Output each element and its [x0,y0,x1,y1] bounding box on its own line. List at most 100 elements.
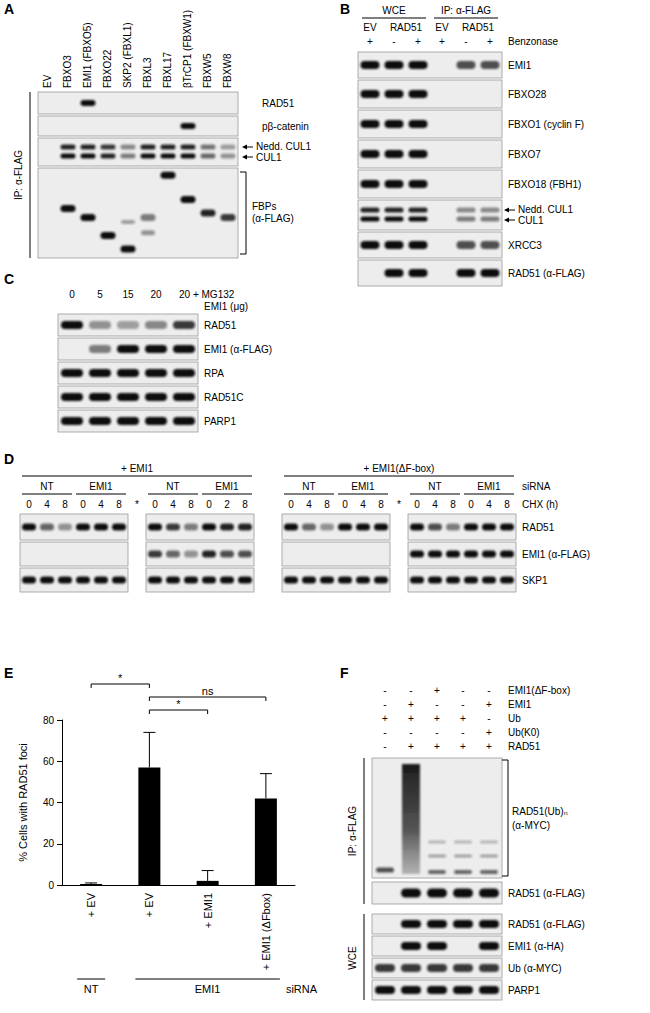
svg-text:8: 8 [242,499,248,510]
svg-text:0: 0 [342,499,348,510]
svg-text:(α-MYC): (α-MYC) [512,820,550,831]
svg-text:βTrCP1 (FBXW1): βTrCP1 (FBXW1) [182,10,193,88]
svg-text:60: 60 [43,756,55,767]
svg-text:FBXW5: FBXW5 [202,53,213,88]
svg-text:EMI1: EMI1 [477,481,501,492]
svg-text:NT: NT [84,983,99,995]
svg-text:0: 0 [206,499,212,510]
svg-text:CUL1: CUL1 [518,215,544,226]
svg-text:0: 0 [48,880,54,891]
svg-text:EMI1 (μg): EMI1 (μg) [204,301,248,312]
svg-text:EMI1: EMI1 [351,481,375,492]
svg-text:-: - [461,727,464,738]
svg-text:EV: EV [435,22,449,33]
svg-text:+ EMI1 (ΔFbox): + EMI1 (ΔFbox) [260,893,272,970]
svg-text:SKP1: SKP1 [522,575,548,586]
svg-text:+: + [382,713,388,724]
svg-text:-: - [392,36,395,47]
svg-text:+: + [486,727,492,738]
svg-text:% Cells with RAD51 foci: % Cells with RAD51 foci [17,743,29,862]
svg-text:-: - [435,699,438,710]
svg-text:+: + [434,741,440,752]
svg-text:+: + [460,713,466,724]
svg-text:+: + [408,713,414,724]
svg-text:EMI1: EMI1 [89,481,113,492]
svg-text:+ EMI1: + EMI1 [202,893,214,928]
svg-text:siRNA: siRNA [522,481,551,492]
svg-text:-: - [461,699,464,710]
svg-text:EMI1: EMI1 [195,983,221,995]
svg-text:-: - [383,685,386,696]
svg-text:8: 8 [324,499,330,510]
svg-text:FBXL3: FBXL3 [142,57,153,88]
svg-text:-: - [409,727,412,738]
svg-text:+: + [439,36,445,47]
svg-text:+ EMI1(ΔF-box): + EMI1(ΔF-box) [364,463,435,474]
svg-text:E: E [4,665,13,681]
svg-text:FBXO1 (cyclin F): FBXO1 (cyclin F) [508,119,584,130]
svg-text:*: * [118,672,123,684]
svg-text:0: 0 [414,499,420,510]
svg-text:EMI1: EMI1 [508,60,532,71]
svg-text:RAD51(Ub)ₙ: RAD51(Ub)ₙ [512,806,568,817]
svg-text:*: * [397,499,401,510]
svg-text:RAD51: RAD51 [390,22,423,33]
svg-text:RAD51 (α-FLAG): RAD51 (α-FLAG) [508,919,585,930]
svg-text:EMI1(ΔF-box): EMI1(ΔF-box) [508,685,570,696]
svg-text:EMI1: EMI1 [508,699,532,710]
svg-text:Nedd. CUL1: Nedd. CUL1 [518,204,573,215]
svg-text:EMI1 (FBXO5): EMI1 (FBXO5) [82,22,93,88]
svg-text:RPA: RPA [204,368,224,379]
svg-text:0: 0 [26,499,32,510]
svg-text:8: 8 [504,499,510,510]
svg-text:0: 0 [69,289,75,300]
svg-text:8: 8 [378,499,384,510]
svg-text:4: 4 [98,499,104,510]
svg-text:FBXO28: FBXO28 [508,89,547,100]
svg-text:Ub: Ub [508,713,521,724]
svg-text:FBPs: FBPs [252,201,276,212]
svg-text:-: - [487,685,490,696]
svg-text:FBXO7: FBXO7 [508,149,541,160]
svg-text:+: + [408,741,414,752]
svg-text:40: 40 [43,797,55,808]
svg-text:8: 8 [116,499,122,510]
svg-text:+ EV: + EV [143,892,155,917]
svg-text:FBXO3: FBXO3 [62,55,73,88]
svg-text:+: + [434,713,440,724]
svg-text:RAD51: RAD51 [204,320,237,331]
svg-text:20: 20 [150,289,162,300]
svg-text:PARP1: PARP1 [204,416,236,427]
svg-text:Benzonase: Benzonase [508,36,558,47]
svg-text:0: 0 [468,499,474,510]
svg-text:EV: EV [42,74,53,88]
svg-text:IP: α-FLAG: IP: α-FLAG [13,150,24,200]
svg-text:+: + [367,36,373,47]
svg-text:*: * [135,499,139,510]
svg-text:-: - [383,741,386,752]
svg-text:siRNA: siRNA [286,983,318,995]
svg-text:FBXL17: FBXL17 [162,51,173,88]
svg-text:+: + [408,699,414,710]
svg-text:SKP2 (FBXL1): SKP2 (FBXL1) [122,22,133,88]
svg-text:IP: α-FLAG: IP: α-FLAG [441,5,491,16]
svg-text:4: 4 [170,499,176,510]
svg-text:*: * [176,698,181,710]
svg-text:+: + [486,699,492,710]
svg-text:WCE: WCE [382,5,406,16]
svg-text:WCE: WCE [347,946,358,970]
svg-text:RAD51: RAD51 [262,98,295,109]
svg-text:15: 15 [122,289,134,300]
svg-text:Ub(K0): Ub(K0) [508,727,540,738]
svg-text:2: 2 [224,499,230,510]
svg-text:F: F [340,665,349,681]
svg-text:-: - [383,699,386,710]
svg-text:NT: NT [166,481,179,492]
svg-text:IP: α-FLAG: IP: α-FLAG [347,806,358,856]
svg-text:D: D [4,451,14,467]
svg-text:C: C [4,271,14,287]
svg-text:RAD51: RAD51 [522,522,555,533]
svg-text:-: - [461,685,464,696]
svg-text:20 + MG132: 20 + MG132 [179,289,235,300]
svg-text:NT: NT [302,481,315,492]
